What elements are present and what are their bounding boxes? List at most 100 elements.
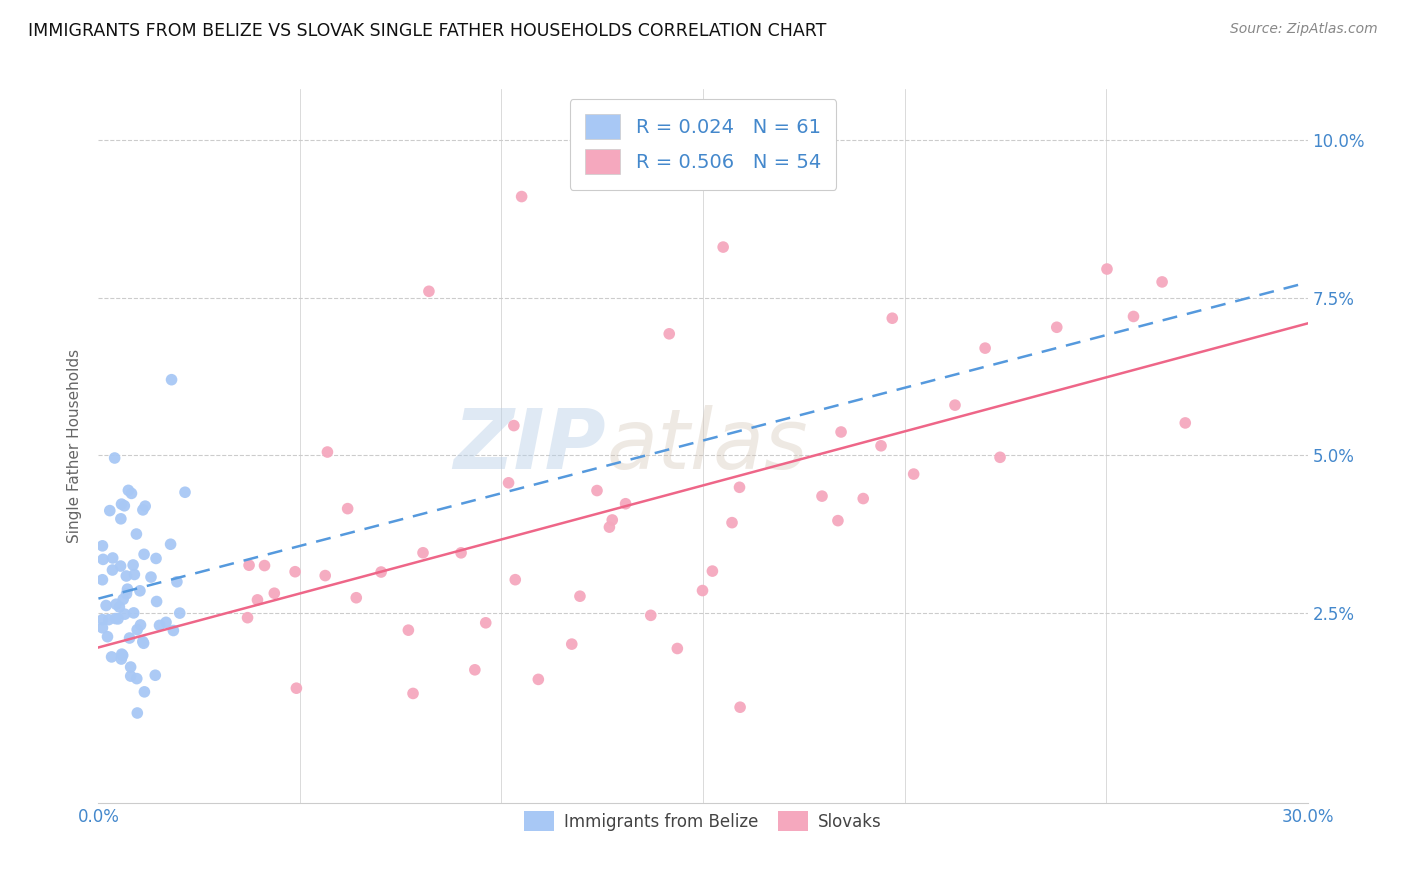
Point [159, 537, 181, 551]
Point [1046, 320, 1069, 334]
Point [129, 583, 152, 598]
Point [143, 668, 166, 682]
Legend: Immigrants from Belize, Slovaks: Immigrants from Belize, Slovaks [517, 805, 889, 838]
Point [155, 615, 177, 630]
Point [94, 599, 117, 613]
Point [598, 520, 620, 534]
Point [903, 467, 925, 481]
Point [412, 546, 434, 560]
Point [112, 592, 135, 607]
Point [114, 607, 136, 622]
Point [134, 685, 156, 699]
Point [127, 706, 149, 720]
Point [988, 450, 1011, 465]
Point [160, 373, 183, 387]
Point [104, 450, 127, 465]
Point [112, 499, 135, 513]
Point [666, 641, 689, 656]
Point [721, 516, 744, 530]
Point [110, 497, 132, 511]
Point [314, 568, 336, 582]
Point [882, 311, 904, 326]
Point [344, 591, 367, 605]
Point [640, 608, 662, 623]
Point [91, 552, 114, 566]
Point [105, 597, 128, 611]
Point [711, 240, 734, 254]
Point [101, 551, 124, 566]
Y-axis label: Single Father Households: Single Father Households [67, 349, 83, 543]
Point [110, 512, 132, 526]
Point [129, 618, 152, 632]
Point [284, 565, 307, 579]
Point [852, 491, 875, 506]
Point [132, 636, 155, 650]
Point [118, 631, 141, 645]
Point [124, 567, 146, 582]
Point [117, 483, 139, 498]
Point [464, 663, 486, 677]
Point [145, 551, 167, 566]
Point [1174, 416, 1197, 430]
Point [1095, 262, 1118, 277]
Point [510, 189, 533, 203]
Point [402, 686, 425, 700]
Point [100, 649, 122, 664]
Point [111, 647, 134, 661]
Point [174, 485, 197, 500]
Text: ZIP: ZIP [454, 406, 606, 486]
Point [111, 648, 134, 663]
Point [120, 486, 142, 500]
Point [503, 573, 526, 587]
Point [498, 475, 520, 490]
Point [134, 499, 156, 513]
Point [1122, 310, 1144, 324]
Point [115, 587, 138, 601]
Point [811, 489, 834, 503]
Point [162, 624, 184, 638]
Point [91, 613, 114, 627]
Point [285, 681, 308, 696]
Point [586, 483, 609, 498]
Point [110, 652, 132, 666]
Point [117, 582, 139, 597]
Point [502, 418, 524, 433]
Point [974, 341, 997, 355]
Point [120, 669, 142, 683]
Point [246, 593, 269, 607]
Point [98, 503, 121, 517]
Point [139, 570, 162, 584]
Point [568, 589, 591, 603]
Point [122, 606, 145, 620]
Point [316, 445, 339, 459]
Point [125, 527, 148, 541]
Point [870, 439, 893, 453]
Point [132, 503, 155, 517]
Point [132, 634, 155, 648]
Point [148, 618, 170, 632]
Point [97, 613, 120, 627]
Text: Source: ZipAtlas.com: Source: ZipAtlas.com [1230, 22, 1378, 37]
Point [132, 547, 155, 561]
Point [658, 326, 681, 341]
Point [115, 569, 138, 583]
Text: atlas: atlas [606, 406, 808, 486]
Point [91, 539, 114, 553]
Point [943, 398, 966, 412]
Point [474, 615, 496, 630]
Point [91, 621, 114, 635]
Point [396, 623, 419, 637]
Point [104, 611, 127, 625]
Point [145, 594, 167, 608]
Point [728, 700, 751, 714]
Point [107, 612, 129, 626]
Point [108, 600, 131, 615]
Point [1152, 275, 1174, 289]
Point [110, 559, 132, 574]
Point [125, 672, 148, 686]
Point [600, 513, 623, 527]
Point [236, 610, 259, 624]
Point [561, 637, 583, 651]
Point [127, 623, 149, 637]
Point [91, 573, 114, 587]
